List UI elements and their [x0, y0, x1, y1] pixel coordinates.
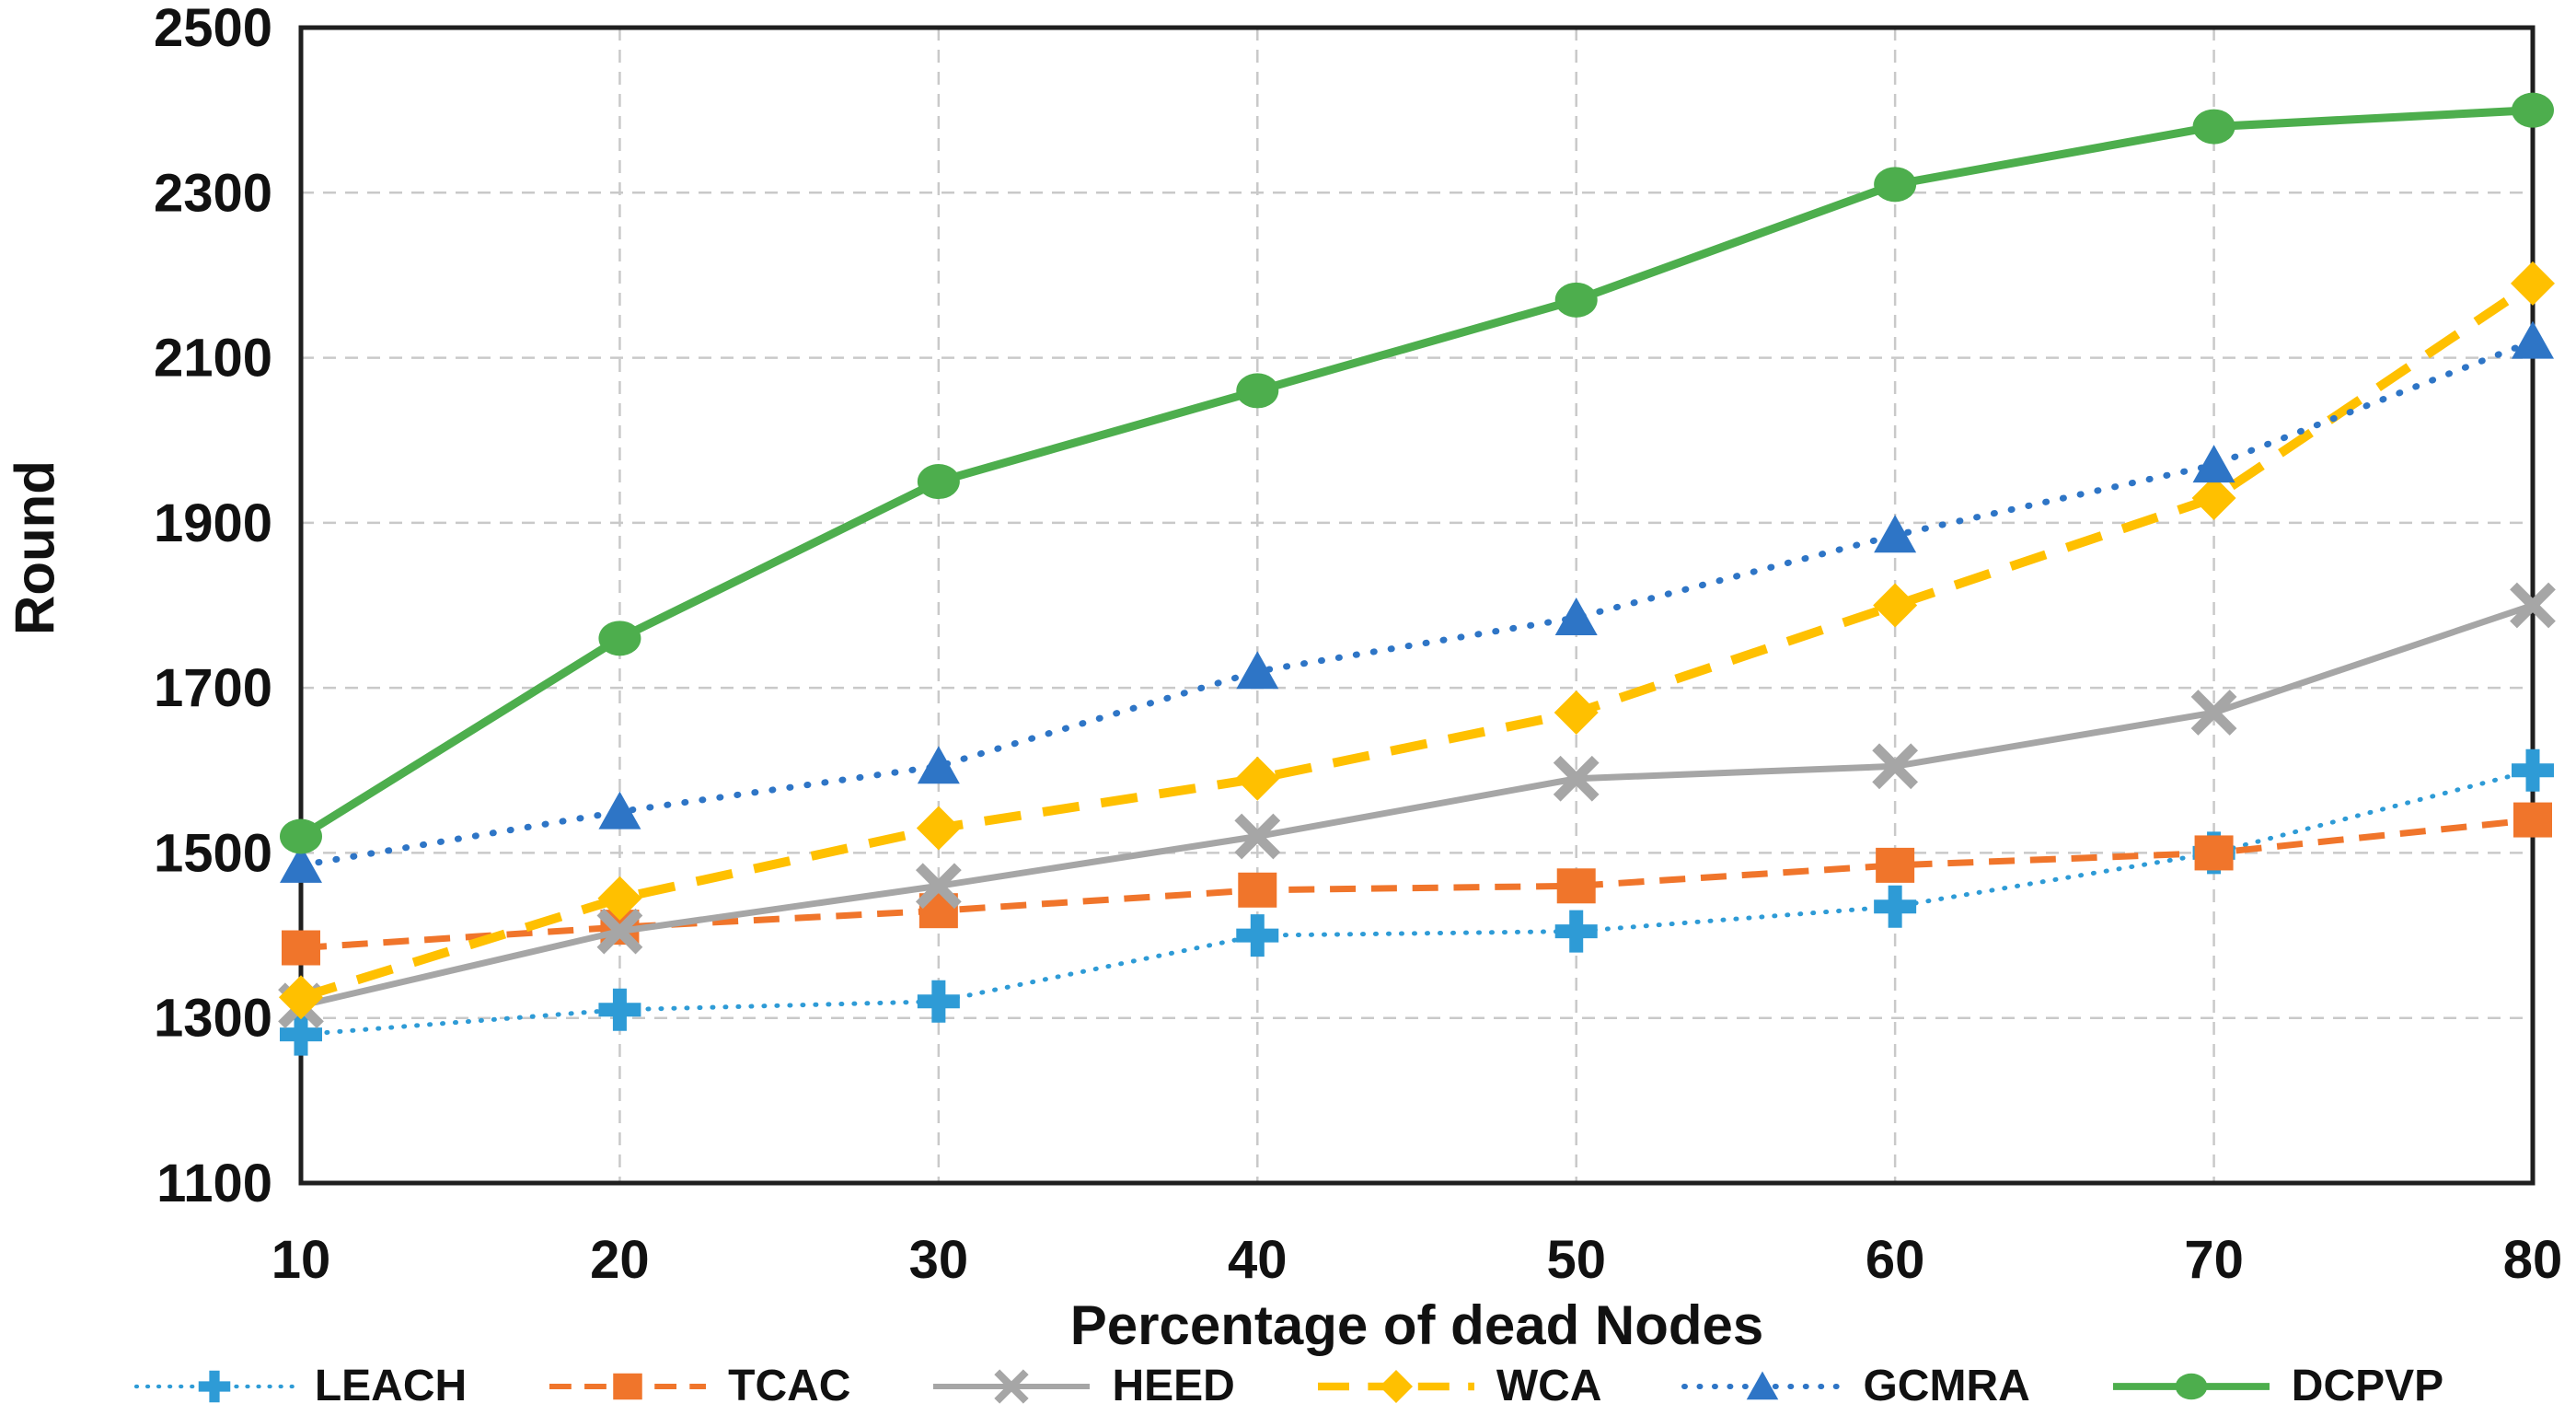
square-marker: [1238, 872, 1277, 908]
y-tick-label: 2100: [154, 329, 272, 389]
y-axis-title: Round: [4, 460, 66, 635]
legend-item-TCAC: TCAC: [546, 1361, 850, 1411]
square-marker: [2513, 802, 2552, 838]
triangle-marker: [280, 844, 322, 883]
plus-marker: [1554, 910, 1598, 953]
y-tick-label: 2500: [154, 0, 272, 58]
x-tick-label: 80: [2503, 1230, 2563, 1290]
x-tick-label: 60: [1866, 1230, 1925, 1290]
series-GCMRA: [280, 320, 2554, 883]
diamond-marker: [2191, 475, 2236, 520]
x-tick-label: 10: [271, 1230, 331, 1290]
triangle-marker: [1554, 597, 1598, 635]
y-tick-label: 1100: [156, 1154, 272, 1213]
legend-swatch-WCA: [1317, 1369, 1474, 1403]
legend-label-GCMRA: GCMRA: [1863, 1362, 2030, 1410]
x-marker: [1553, 755, 1600, 802]
legend: LEACH TCAC HEED WCA GCMRA DCPVP: [0, 1361, 2576, 1411]
series-HEED: [278, 582, 2556, 1029]
plus-marker: [917, 980, 960, 1023]
x-marker: [596, 908, 643, 955]
triangle-marker: [1236, 651, 1279, 690]
legend-label-HEED: HEED: [1112, 1362, 1235, 1410]
plus-marker: [280, 1013, 322, 1056]
square-marker: [613, 1373, 642, 1399]
circle-marker: [1236, 373, 1279, 409]
y-tick-label: 1700: [154, 658, 272, 718]
plus-marker: [198, 1370, 231, 1402]
legend-label-WCA: WCA: [1496, 1362, 1602, 1410]
legend-item-HEED: HEED: [930, 1361, 1235, 1411]
triangle-marker: [917, 746, 960, 784]
square-marker: [1876, 847, 1915, 883]
series-line-GCMRA: [297, 338, 2536, 869]
circle-marker: [280, 818, 322, 854]
x-tick-label: 40: [1228, 1230, 1288, 1290]
circle-marker: [1554, 282, 1598, 318]
legend-label-LEACH: LEACH: [314, 1362, 468, 1410]
x-tick-label: 30: [909, 1230, 969, 1290]
diamond-marker: [916, 806, 961, 851]
legend-label-TCAC: TCAC: [728, 1362, 851, 1410]
diamond-marker: [1873, 583, 1918, 628]
circle-marker: [2175, 1373, 2208, 1399]
circle-marker: [917, 464, 960, 500]
x-marker: [1234, 813, 1281, 860]
x-marker: [1872, 743, 1919, 790]
plus-marker: [1236, 914, 1279, 957]
legend-label-DCPVP: DCPVP: [2291, 1362, 2444, 1410]
diamond-marker: [279, 975, 323, 1020]
series-DCPVP: [280, 92, 2554, 854]
y-tick-label: 1300: [154, 989, 272, 1049]
plus-marker: [2512, 748, 2554, 792]
legend-swatch-LEACH: [133, 1370, 295, 1402]
diamond-marker: [2511, 261, 2555, 306]
circle-marker: [1874, 167, 1917, 203]
diamond-marker: [1554, 690, 1599, 736]
legend-item-WCA: WCA: [1314, 1361, 1602, 1411]
triangle-marker: [598, 791, 641, 830]
triangle-marker: [2512, 320, 2554, 359]
series-line-DCPVP: [298, 106, 2534, 841]
y-tick-label: 2300: [154, 163, 272, 223]
square-marker: [1556, 868, 1596, 904]
x-tick-label: 70: [2184, 1230, 2244, 1290]
circle-marker: [2512, 92, 2554, 128]
circle-marker: [598, 621, 641, 656]
legend-swatch-TCAC: [549, 1373, 707, 1399]
y-tick-label: 1500: [154, 823, 272, 883]
series-line-HEED: [300, 602, 2535, 1009]
x-tick-label: 20: [590, 1230, 650, 1290]
series-line-WCA: [299, 279, 2536, 1003]
x-marker: [2190, 690, 2237, 736]
series-line-LEACH: [298, 768, 2536, 1038]
diamond-marker: [1235, 756, 1280, 801]
x-axis-title: Percentage of dead Nodes: [1069, 1294, 1764, 1356]
series-WCA: [279, 261, 2555, 1020]
legend-item-LEACH: LEACH: [133, 1361, 467, 1411]
x-marker: [994, 1368, 1030, 1404]
triangle-marker: [2192, 445, 2235, 483]
diamond-marker: [597, 876, 642, 921]
legend-item-GCMRA: GCMRA: [1681, 1361, 2030, 1411]
x-tick-label: 50: [1546, 1230, 1606, 1290]
square-marker: [282, 930, 320, 966]
legend-swatch-DCPVP: [2112, 1373, 2270, 1399]
legend-swatch-HEED: [933, 1368, 1091, 1404]
legend-swatch-GCMRA: [1681, 1371, 1844, 1399]
triangle-marker: [1747, 1371, 1779, 1399]
square-marker: [2194, 835, 2234, 871]
plus-marker: [1874, 885, 1917, 928]
circle-marker: [2192, 109, 2235, 145]
legend-item-DCPVP: DCPVP: [2109, 1361, 2443, 1411]
y-tick-label: 1900: [154, 493, 272, 553]
triangle-marker: [1874, 515, 1917, 553]
plus-marker: [598, 988, 641, 1031]
diamond-marker: [1379, 1369, 1413, 1403]
x-marker: [2510, 582, 2556, 629]
x-marker: [915, 863, 962, 910]
